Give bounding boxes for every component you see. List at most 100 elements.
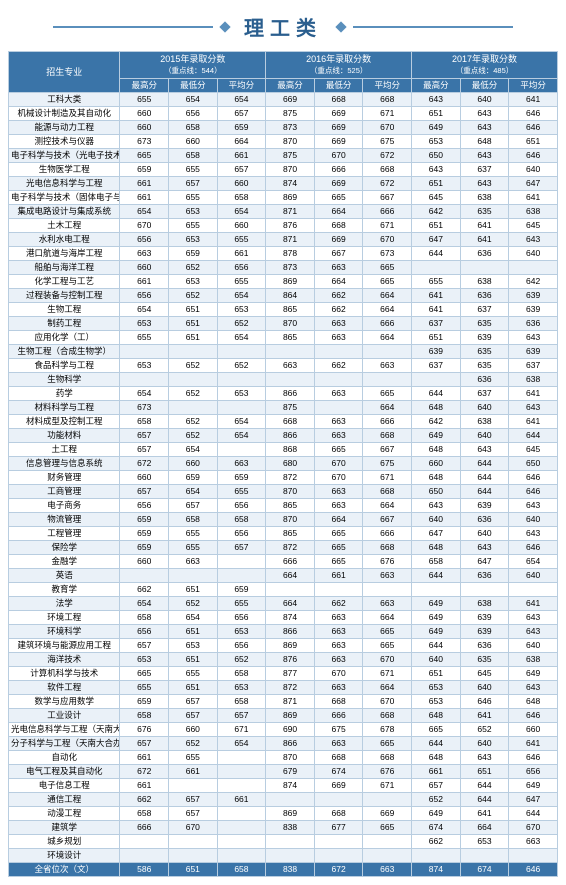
cell-score: 649	[412, 121, 461, 135]
col-sub: 最高分	[120, 79, 169, 93]
cell-score: 658	[217, 513, 266, 527]
cell-score: 658	[217, 667, 266, 681]
table-row: 教育学662651659	[9, 583, 558, 597]
cell-score: 638	[460, 191, 509, 205]
footer-score: 838	[266, 863, 315, 877]
cell-score: 664	[217, 135, 266, 149]
col-sub: 平均分	[217, 79, 266, 93]
cell-score: 643	[460, 149, 509, 163]
cell-score: 657	[120, 443, 169, 457]
cell-score: 649	[412, 611, 461, 625]
footer-score: 651	[169, 863, 218, 877]
cell-score: 640	[460, 527, 509, 541]
cell-score: 673	[120, 401, 169, 415]
cell-major: 环境工程	[9, 611, 120, 625]
cell-score: 675	[363, 457, 412, 471]
cell-score: 642	[412, 205, 461, 219]
cell-major: 水利水电工程	[9, 233, 120, 247]
cell-major: 应用化学（工）	[9, 331, 120, 345]
cell-score: 647	[412, 527, 461, 541]
cell-score: 669	[314, 177, 363, 191]
cell-score: 664	[266, 569, 315, 583]
cell-score: 643	[509, 331, 558, 345]
cell-score: 654	[120, 597, 169, 611]
cell-score	[509, 849, 558, 863]
cell-score: 676	[363, 765, 412, 779]
cell-score: 644	[460, 779, 509, 793]
cell-score: 644	[412, 247, 461, 261]
cell-score: 871	[266, 695, 315, 709]
cell-score: 663	[314, 429, 363, 443]
cell-score: 656	[169, 107, 218, 121]
cell-score: 646	[509, 541, 558, 555]
cell-major: 光电信息科学与工程	[9, 177, 120, 191]
cell-score: 652	[412, 793, 461, 807]
cell-major: 工商管理	[9, 485, 120, 499]
cell-score: 663	[314, 499, 363, 513]
cell-score: 659	[120, 163, 169, 177]
cell-score: 656	[217, 611, 266, 625]
cell-score: 652	[169, 359, 218, 373]
cell-score: 652	[169, 261, 218, 275]
cell-score: 668	[266, 415, 315, 429]
cell-score: 658	[412, 555, 461, 569]
cell-score: 658	[120, 611, 169, 625]
cell-score: 866	[266, 737, 315, 751]
table-row: 水利水电工程656653655871669670647641643	[9, 233, 558, 247]
cell-score: 660	[509, 723, 558, 737]
cell-score: 658	[217, 191, 266, 205]
cell-score	[217, 345, 266, 359]
cell-score: 648	[412, 709, 461, 723]
cell-score: 660	[169, 457, 218, 471]
table-row: 动漫工程658657869668669649641644	[9, 807, 558, 821]
cell-score: 655	[169, 751, 218, 765]
cell-score: 662	[314, 303, 363, 317]
cell-score: 664	[460, 821, 509, 835]
cell-score: 644	[412, 569, 461, 583]
table-row: 应用化学（工）655651654865663664651639643	[9, 331, 558, 345]
cell-score	[120, 345, 169, 359]
cell-major: 药学	[9, 387, 120, 401]
table-row: 光电信息科学与工程（天南大合办）676660671690675678665652…	[9, 723, 558, 737]
cell-major: 生物工程	[9, 303, 120, 317]
cell-score: 866	[266, 625, 315, 639]
cell-major: 工程管理	[9, 527, 120, 541]
cell-score: 671	[363, 667, 412, 681]
cell-score: 667	[363, 191, 412, 205]
cell-score: 876	[266, 653, 315, 667]
cell-score: 667	[363, 443, 412, 457]
cell-score: 638	[509, 205, 558, 219]
cell-score: 641	[412, 303, 461, 317]
cell-score: 641	[460, 709, 509, 723]
cell-score: 673	[120, 135, 169, 149]
cell-score: 653	[217, 387, 266, 401]
cell-score: 672	[363, 149, 412, 163]
table-row: 工商管理657654655870663668650644646	[9, 485, 558, 499]
cell-score: 647	[460, 555, 509, 569]
cell-score: 637	[412, 317, 461, 331]
cell-score: 670	[363, 121, 412, 135]
cell-score: 648	[412, 541, 461, 555]
col-sub: 平均分	[363, 79, 412, 93]
cell-score: 661	[120, 779, 169, 793]
cell-score: 643	[509, 233, 558, 247]
cell-score: 662	[314, 597, 363, 611]
cell-score	[217, 835, 266, 849]
cell-score: 638	[509, 373, 558, 387]
cell-score: 654	[120, 205, 169, 219]
cell-score: 671	[363, 107, 412, 121]
col-major: 招生专业	[9, 52, 120, 93]
cell-score: 643	[460, 443, 509, 457]
cell-score: 680	[266, 457, 315, 471]
score-table: 招生专业 2015年录取分数（重点线：544） 2016年录取分数（重点线：52…	[8, 51, 558, 877]
cell-score: 657	[412, 779, 461, 793]
cell-score: 655	[169, 541, 218, 555]
cell-score: 644	[412, 737, 461, 751]
table-row: 金融学660663666665676658647654	[9, 555, 558, 569]
cell-score	[169, 373, 218, 387]
cell-score: 656	[217, 261, 266, 275]
cell-score	[314, 401, 363, 415]
cell-major: 环境科学	[9, 625, 120, 639]
cell-score: 866	[266, 387, 315, 401]
cell-score: 664	[314, 275, 363, 289]
